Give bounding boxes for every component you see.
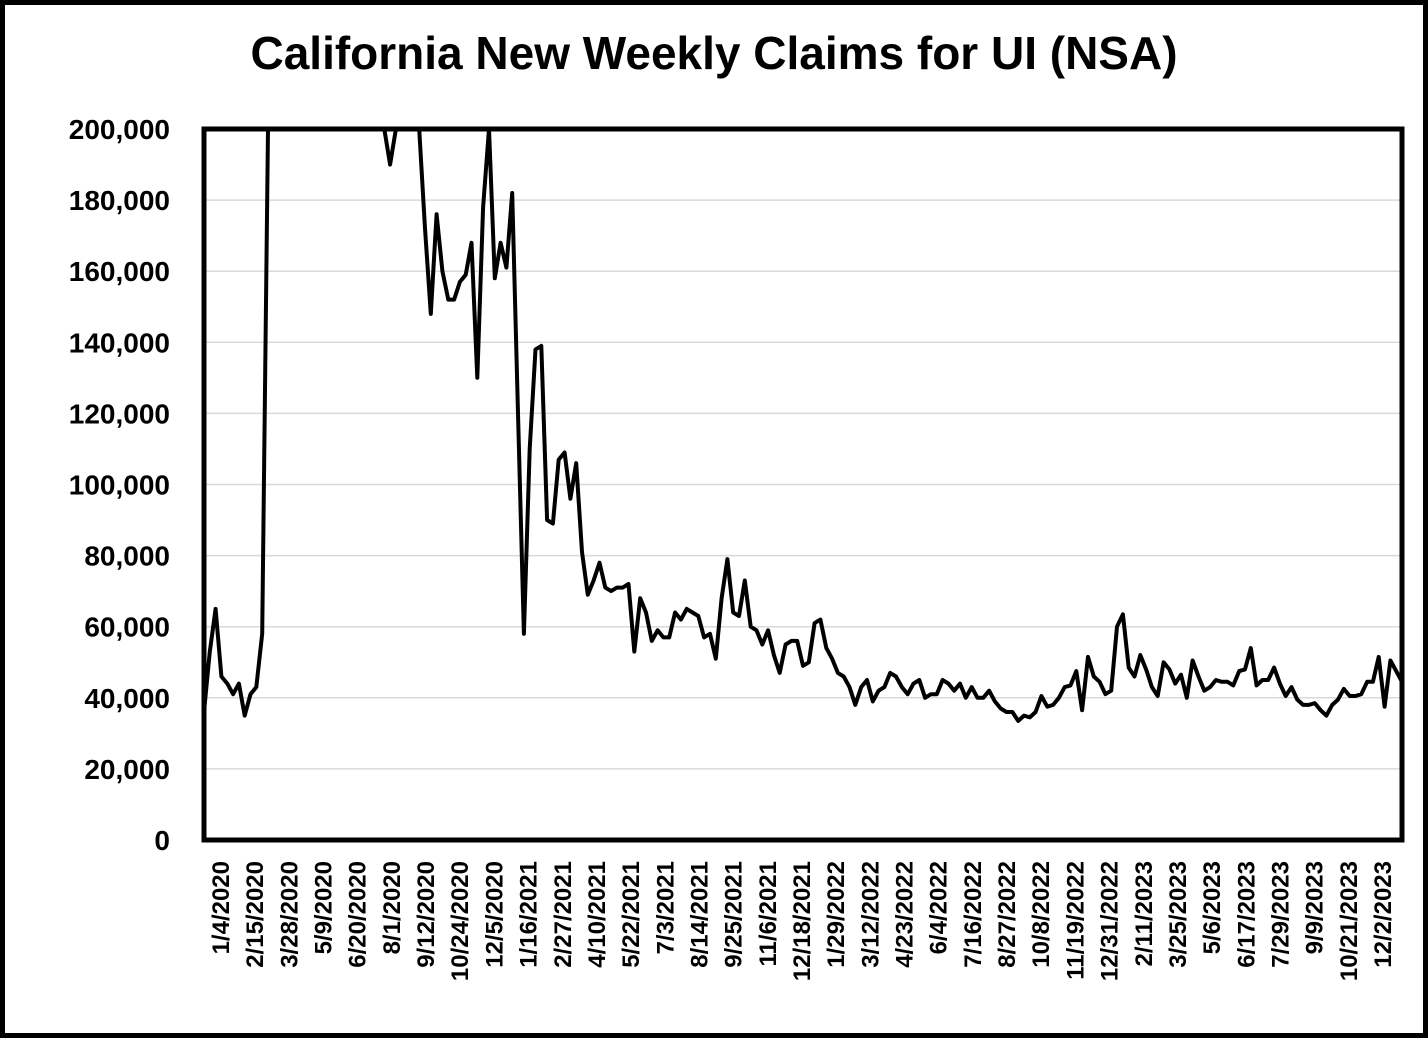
x-tick-label: 1/4/2020 [208, 861, 235, 954]
x-tick-label: 4/10/2021 [584, 861, 611, 968]
y-tick-label: 60,000 [84, 612, 170, 643]
x-tick-label: 9/9/2023 [1302, 861, 1329, 954]
x-tick-label: 2/27/2021 [550, 861, 577, 968]
x-axis-tick-labels: 1/4/2020 2/15/2020 3/28/2020 5/9/2020 6/20/2… [208, 861, 1397, 981]
x-tick-label: 3/12/2022 [857, 861, 884, 968]
x-tick-label: 5/9/2020 [311, 861, 338, 954]
x-tick-label: 7/16/2022 [960, 861, 987, 968]
y-tick-label: 140,000 [69, 327, 170, 358]
x-tick-label: 10/24/2020 [447, 861, 474, 981]
y-tick-label: 160,000 [69, 256, 170, 287]
x-tick-label: 9/12/2020 [413, 861, 440, 968]
x-tick-label: 7/3/2021 [652, 861, 679, 954]
x-tick-label: 12/5/2020 [481, 861, 508, 968]
x-tick-label: 9/25/2021 [721, 861, 748, 968]
y-tick-label: 80,000 [84, 541, 170, 572]
y-tick-label: 20,000 [84, 754, 170, 785]
x-tick-label: 12/2/2023 [1370, 861, 1397, 968]
x-tick-label: 11/6/2021 [755, 861, 782, 966]
x-tick-label: 1/29/2022 [823, 861, 850, 968]
x-tick-label: 2/15/2020 [242, 861, 269, 968]
x-tick-label: 1/16/2021 [516, 861, 543, 968]
y-tick-label: 120,000 [69, 398, 170, 429]
x-tick-label: 10/21/2023 [1336, 861, 1363, 981]
x-tick-label: 6/4/2022 [926, 861, 953, 954]
x-tick-label: 12/31/2022 [1097, 861, 1124, 981]
plot-area-border [201, 126, 1405, 843]
x-tick-label: 5/22/2021 [618, 861, 645, 968]
x-tick-label: 12/18/2021 [789, 861, 816, 981]
x-tick-label: 7/29/2023 [1267, 861, 1294, 968]
x-tick-label: 6/20/2020 [345, 861, 372, 968]
x-tick-label: 3/25/2023 [1165, 861, 1192, 968]
x-tick-label: 5/6/2023 [1199, 861, 1226, 954]
x-tick-label: 3/28/2020 [276, 861, 303, 968]
x-tick-label: 8/27/2022 [994, 861, 1021, 968]
x-tick-label: 6/17/2023 [1233, 861, 1260, 968]
y-tick-label: 0 [154, 825, 170, 856]
y-axis-tick-labels: 0 20,000 40,000 60,000 80,000 100,000 120,000 1… [69, 114, 170, 856]
x-tick-label: 4/23/2022 [892, 861, 919, 968]
x-tick-label: 2/11/2023 [1131, 861, 1158, 966]
y-tick-label: 100,000 [69, 470, 170, 501]
gridlines [204, 199, 1402, 770]
x-tick-label: 10/8/2022 [1028, 861, 1055, 968]
x-tick-label: 8/1/2020 [379, 861, 406, 954]
y-tick-label: 200,000 [69, 114, 170, 145]
x-tick-label: 11/19/2022 [1062, 861, 1089, 980]
y-tick-label: 40,000 [84, 683, 170, 714]
x-tick-label: 8/14/2021 [686, 861, 713, 968]
chart-title: California New Weekly Claims for UI (NSA… [250, 27, 1178, 79]
y-tick-label: 180,000 [69, 185, 170, 216]
series-line-claims [204, 129, 1402, 723]
